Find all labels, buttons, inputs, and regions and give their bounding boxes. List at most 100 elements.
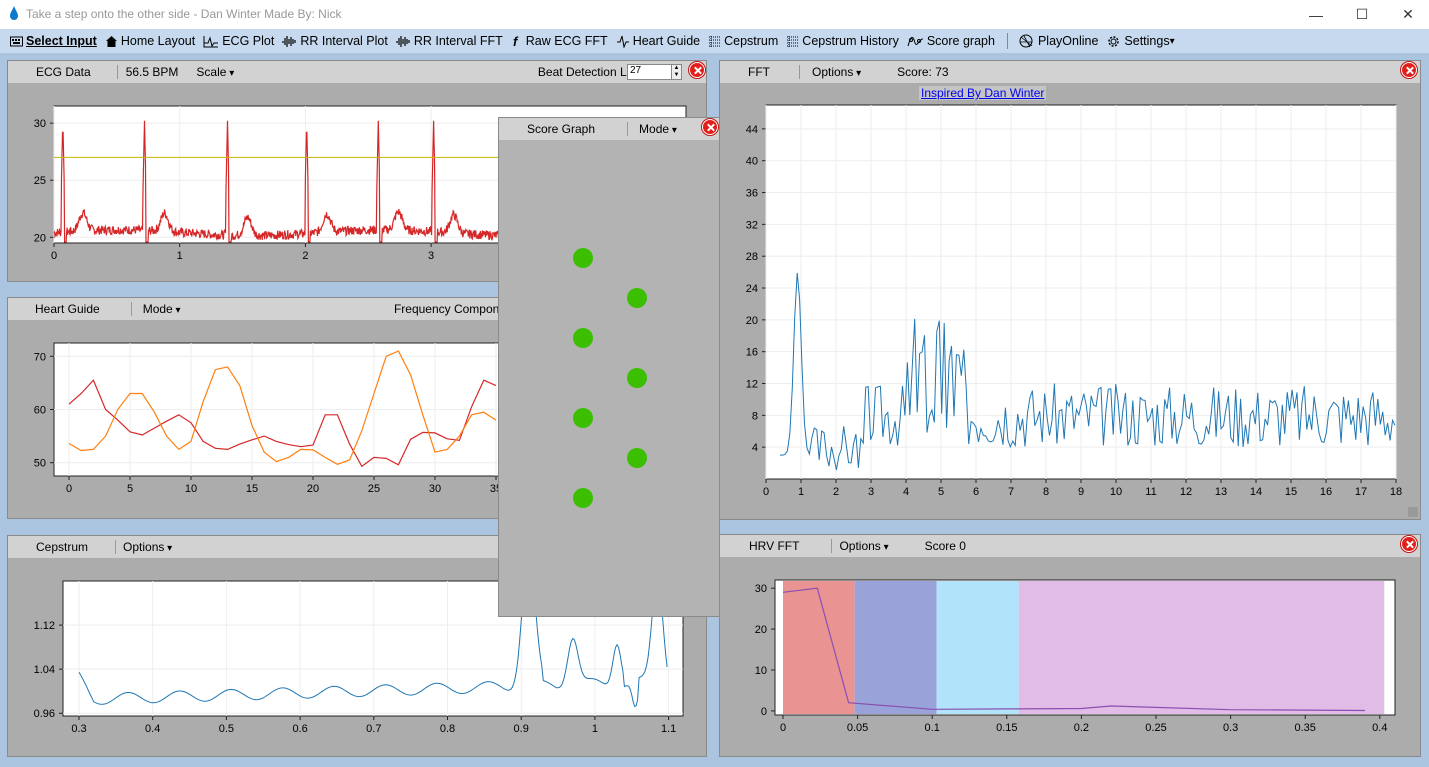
- x-tick-label: 0: [763, 486, 769, 498]
- fft-trace: [780, 272, 1396, 471]
- y-tick-label: 10: [755, 665, 767, 677]
- hrv-title: HRV FFT: [749, 539, 800, 553]
- x-tick-label: 0: [51, 250, 57, 262]
- score-dot: [627, 448, 647, 468]
- y-tick-label: 20: [34, 232, 46, 244]
- x-tick-label: 15: [1285, 486, 1297, 498]
- x-tick-label: 16: [1320, 486, 1332, 498]
- cepstrum-button[interactable]: Cepstrum: [708, 34, 778, 48]
- x-tick-label: 0.35: [1294, 722, 1315, 734]
- y-tick-label: 12: [746, 379, 758, 391]
- x-tick-label: 1: [177, 250, 183, 262]
- x-tick-label: 0.5: [219, 723, 234, 735]
- cepstrum-history-button[interactable]: Cepstrum History: [786, 34, 899, 48]
- waveform-icon: [396, 35, 410, 47]
- x-tick-label: 0.4: [145, 723, 160, 735]
- y-tick-label: 30: [34, 118, 46, 130]
- x-tick-label: 0.2: [1074, 722, 1089, 734]
- hrv-options-dropdown[interactable]: Options: [839, 539, 888, 553]
- fft-title: FFT: [748, 65, 770, 79]
- inspired-by-link[interactable]: Inspired By Dan Winter: [919, 86, 1047, 100]
- y-tick-label: 20: [755, 624, 767, 636]
- rr-interval-plot-button[interactable]: RR Interval Plot: [282, 34, 388, 48]
- x-tick-label: 5: [938, 486, 944, 498]
- x-tick-label: 11: [1145, 486, 1156, 498]
- title-bar: Take a step onto the other side - Dan Wi…: [0, 0, 1429, 29]
- score-graph-button[interactable]: Score graph: [907, 34, 995, 48]
- play-online-icon: [1019, 34, 1033, 47]
- fft-header: FFT Options Score: 73: [720, 61, 1420, 83]
- x-tick-label: 1: [798, 486, 804, 498]
- score-graph-title: Score Graph: [527, 122, 596, 136]
- x-tick-label: 6: [973, 486, 979, 498]
- cepstrum-options-dropdown[interactable]: Options: [123, 540, 172, 554]
- ecg-close-icon[interactable]: [689, 62, 705, 78]
- hrv-band-0: [783, 581, 855, 714]
- heart-guide-button[interactable]: Heart Guide: [616, 34, 700, 48]
- x-tick-label: 30: [429, 483, 441, 495]
- home-layout-button[interactable]: Home Layout: [105, 34, 195, 48]
- y-tick-label: 1.04: [34, 664, 55, 676]
- beat-detection-input[interactable]: 27: [627, 64, 673, 80]
- score-graph-mode-dropdown[interactable]: Mode: [639, 122, 677, 136]
- x-tick-label: 0.6: [292, 723, 307, 735]
- y-tick-label: 4: [752, 442, 758, 454]
- score-dot: [627, 368, 647, 388]
- hrv-score: Score 0: [924, 539, 966, 553]
- y-tick-label: 40: [746, 156, 758, 168]
- score-dot: [627, 288, 647, 308]
- keyboard-icon: [10, 36, 23, 46]
- rr-interval-fft-button[interactable]: RR Interval FFT: [396, 34, 503, 48]
- score-graph-plot: [573, 248, 647, 508]
- y-tick-label: 30: [755, 583, 767, 595]
- fft-close-icon[interactable]: [1401, 62, 1417, 78]
- waveform-icon: [282, 35, 296, 47]
- heart-guide-series-0: [68, 379, 497, 468]
- beat-detection-spinner[interactable]: ▲ ▼: [671, 64, 682, 80]
- fft-options-dropdown[interactable]: Options: [812, 65, 861, 79]
- x-tick-label: 3: [428, 250, 434, 262]
- score-dot: [573, 328, 593, 348]
- fft-panel: FFT Options Score: 73 Inspired By Dan Wi…: [719, 60, 1421, 520]
- y-tick-label: 60: [34, 405, 46, 417]
- x-tick-label: 0.3: [71, 723, 86, 735]
- x-tick-label: 0.9: [514, 723, 529, 735]
- y-tick-label: 36: [746, 188, 758, 200]
- heart-guide-mode-dropdown[interactable]: Mode: [143, 302, 181, 316]
- heart-guide-panel: Heart Guide Mode Frequency Compone 70 60 5…: [7, 297, 507, 519]
- bpm-readout: 56.5 BPM: [125, 65, 179, 79]
- minimize-button[interactable]: —: [1309, 6, 1323, 23]
- hrv-close-icon[interactable]: [1401, 536, 1417, 552]
- hrv-plot: 30 20 10 0 0 0.05 0.1 0.15 0.2 0.25 0.3 0.35 0.4: [755, 579, 1396, 734]
- scale-dropdown[interactable]: Scale: [196, 65, 234, 79]
- score-graph-close-icon[interactable]: [702, 119, 718, 135]
- close-window-button[interactable]: ✕: [1402, 6, 1414, 22]
- ecg-plot-button[interactable]: ECG Plot: [203, 34, 274, 48]
- x-tick-label: 0: [66, 483, 72, 495]
- raw-ecg-fft-button[interactable]: f Raw ECG FFT: [512, 34, 608, 48]
- x-tick-label: 25: [368, 483, 380, 495]
- x-tick-label: 0.1: [925, 722, 940, 734]
- x-tick-label: 5: [127, 483, 133, 495]
- select-input-button[interactable]: Select Input: [10, 34, 97, 48]
- score-icon: [907, 36, 924, 46]
- y-tick-label: 1.12: [34, 620, 55, 632]
- play-online-button[interactable]: PlayOnline: [1018, 34, 1098, 49]
- maximize-button[interactable]: ☐: [1355, 6, 1369, 22]
- settings-menu[interactable]: Settings: [1106, 34, 1174, 49]
- app-icon: [10, 6, 18, 20]
- resize-grip[interactable]: [1408, 507, 1418, 517]
- x-tick-label: 20: [307, 483, 319, 495]
- y-tick-label: 50: [34, 458, 46, 470]
- y-tick-label: 44: [746, 124, 758, 136]
- toolbar-separator: [1006, 33, 1008, 49]
- y-tick-label: 0: [761, 706, 767, 718]
- x-tick-label: 10: [185, 483, 197, 495]
- fft-score: Score: 73: [897, 65, 949, 79]
- x-tick-label: 14: [1250, 486, 1262, 498]
- hrv-band-2: [936, 581, 1019, 714]
- score-dot: [573, 408, 593, 428]
- heart-guide-icon: [616, 35, 629, 48]
